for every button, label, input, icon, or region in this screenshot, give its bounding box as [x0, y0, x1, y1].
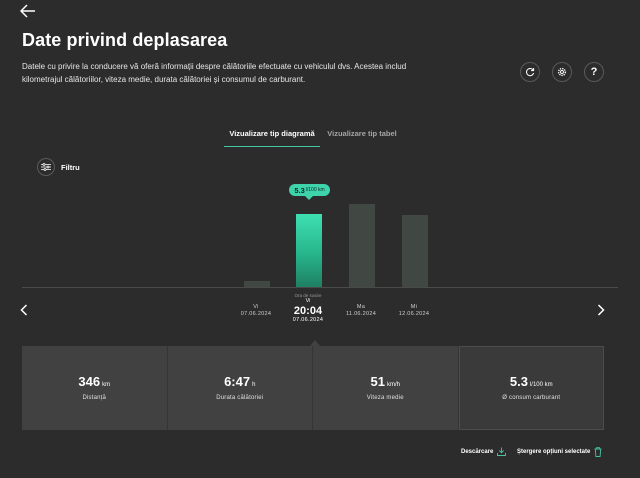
stat-card-consumption[interactable]: 5.3 l/100 km Ø consum carburant: [458, 346, 604, 430]
page-description: Datele cu privire la conducere vă oferă …: [22, 62, 407, 84]
stat-card-distance: 346 km Distanță: [22, 346, 168, 430]
tab-diagram-view[interactable]: Vizualizare tip diagramă: [224, 129, 320, 147]
tab-table-view[interactable]: Vizualizare tip tabel: [327, 129, 397, 138]
tooltip-pointer: [305, 196, 313, 200]
download-icon: [497, 447, 507, 456]
x-label-item[interactable]: Ma 11.06.2024: [345, 304, 377, 317]
x-label-item[interactable]: Vi 07.06.2024: [240, 304, 272, 317]
selection-caret: [310, 340, 320, 346]
arrival-time-label: Ora de sosire: [294, 293, 322, 298]
chevron-right-icon[interactable]: [597, 303, 605, 320]
chart-bar-selected[interactable]: [296, 214, 322, 287]
x-label-item[interactable]: Mi 12.06.2024: [398, 304, 430, 317]
page-title: Date privind deplasarea: [22, 30, 228, 50]
trash-icon: [594, 447, 602, 457]
chart-bar[interactable]: [349, 204, 375, 287]
tooltip-value: 5.3: [294, 185, 305, 195]
selected-bar-tooltip: 5.3 l/100 km: [289, 184, 330, 196]
trip-stats: 346 km Distanță 6:47 h Durata călătoriei 5…: [22, 346, 604, 430]
gear-icon: [557, 67, 567, 77]
filter-button[interactable]: Filtru: [37, 158, 80, 176]
tooltip-unit: l/100 km: [305, 187, 325, 193]
stat-card-duration: 6:47 h Durata călătoriei: [167, 346, 313, 430]
delete-selected-button[interactable]: Ștergere opțiuni selectate: [517, 447, 602, 457]
question-icon: ?: [590, 66, 598, 78]
chart-bar[interactable]: [244, 281, 270, 287]
refresh-button[interactable]: [520, 62, 540, 82]
chevron-left-icon[interactable]: [20, 303, 28, 320]
arrival-time: 20:04: [293, 305, 323, 317]
chart-baseline: [22, 287, 618, 288]
x-label-selected[interactable]: Ora de sosire Vi 20:04 07.06.2024: [278, 293, 338, 323]
settings-button[interactable]: [552, 62, 572, 82]
chart-bar[interactable]: [402, 215, 428, 287]
help-button[interactable]: ?: [584, 62, 604, 82]
back-arrow-icon[interactable]: [19, 4, 36, 18]
refresh-icon: [526, 68, 535, 77]
download-button[interactable]: Descărcare: [461, 447, 507, 456]
filter-label: Filtru: [61, 162, 80, 172]
stat-card-speed: 51 km/h Viteza medie: [313, 346, 459, 430]
sliders-icon: [37, 158, 55, 176]
